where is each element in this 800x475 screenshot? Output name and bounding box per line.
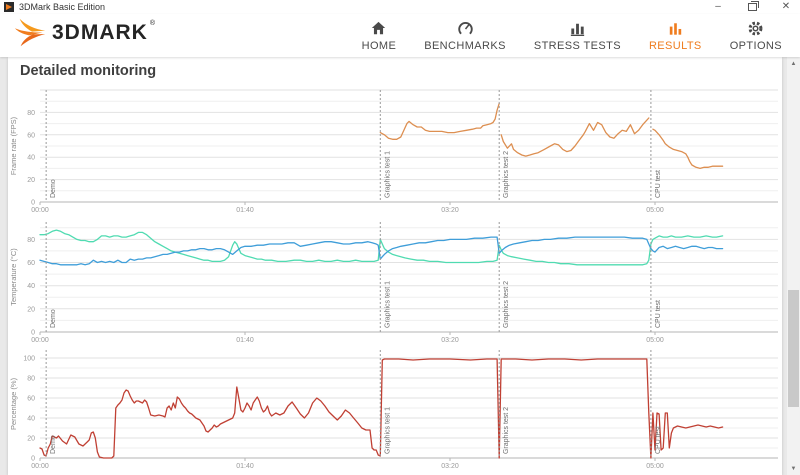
svg-text:CPU test: CPU test (655, 300, 662, 328)
svg-text:80: 80 (27, 237, 35, 244)
nav-item-stress-tests[interactable]: STRESS TESTS (534, 19, 621, 52)
svg-text:CPU test: CPU test (655, 170, 662, 198)
gear-icon (748, 21, 763, 36)
registered-mark: ® (149, 20, 156, 27)
svg-text:100: 100 (23, 356, 35, 363)
logo-text: 3DMARK (52, 21, 148, 44)
svg-text:01:40: 01:40 (236, 463, 254, 470)
svg-text:40: 40 (27, 416, 35, 423)
svg-text:Percentage (%): Percentage (%) (9, 377, 18, 430)
nav-item-options[interactable]: OPTIONS (730, 19, 782, 52)
svg-text:60: 60 (27, 396, 35, 403)
content-area: Detailed monitoring 0 20 40 60 80 00:00 01:40 0… (0, 57, 800, 475)
svg-text:Temperature (°C): Temperature (°C) (9, 248, 18, 306)
scrollbar-thumb[interactable] (788, 290, 799, 407)
svg-text:60: 60 (27, 132, 35, 139)
scroll-down-icon[interactable]: ▼ (790, 465, 797, 472)
restore-icon (747, 1, 759, 11)
svg-text:Graphics test 2: Graphics test 2 (503, 407, 510, 454)
app-icon (4, 2, 14, 12)
nav-item-home[interactable]: HOME (362, 19, 397, 52)
header: 3DMARK ® HOME BENCHMARKS (0, 14, 800, 57)
svg-text:05:00: 05:00 (646, 463, 664, 470)
close-button[interactable]: ✕ (781, 1, 791, 12)
vertical-scrollbar[interactable]: ▲ ▼ (787, 57, 800, 475)
svg-text:0: 0 (31, 456, 35, 463)
main-nav: HOME BENCHMARKS STRESS TESTS (362, 19, 782, 52)
svg-text:Demo: Demo (50, 435, 57, 454)
home-icon (372, 21, 386, 35)
minimize-button[interactable]: – (715, 1, 721, 12)
svg-text:Graphics test 1: Graphics test 1 (384, 281, 391, 328)
svg-text:01:40: 01:40 (236, 207, 254, 214)
nav-item-results[interactable]: RESULTS (649, 19, 702, 52)
svg-text:CPU test: CPU test (655, 426, 662, 454)
frame-rate-chart: 0 20 40 60 80 00:00 01:40 03:20 05:00 Demo Graphic… (9, 89, 778, 214)
svg-text:00:00: 00:00 (31, 207, 49, 214)
svg-text:03:20: 03:20 (441, 463, 459, 470)
bar-chart-icon (570, 23, 585, 37)
svg-text:20: 20 (27, 436, 35, 443)
page-title: Detailed monitoring (20, 63, 157, 79)
3dmark-flame-icon (14, 18, 46, 47)
svg-text:80: 80 (27, 376, 35, 383)
percentage-chart: 0 20 40 60 80 100 00:00 01:40 03:20 05:00 Demo Grap… (9, 350, 778, 470)
3dmark-logo: 3DMARK ® (14, 17, 155, 49)
svg-text:40: 40 (27, 283, 35, 290)
svg-text:05:00: 05:00 (646, 207, 664, 214)
svg-text:00:00: 00:00 (31, 337, 49, 344)
svg-text:20: 20 (27, 177, 35, 184)
svg-text:Demo: Demo (50, 309, 57, 328)
svg-text:0: 0 (31, 330, 35, 337)
bar-chart-icon (669, 23, 682, 35)
scroll-up-icon[interactable]: ▲ (790, 60, 797, 67)
maximize-button[interactable] (746, 1, 759, 13)
title-bar: 3DMark Basic Edition – ✕ (0, 0, 800, 14)
nav-item-benchmarks[interactable]: BENCHMARKS (424, 19, 506, 52)
svg-text:Frame rate (FPS): Frame rate (FPS) (9, 116, 18, 175)
svg-text:05:00: 05:00 (646, 337, 664, 344)
gauge-icon (457, 22, 473, 35)
svg-text:Graphics test 1: Graphics test 1 (384, 407, 391, 454)
svg-text:01:40: 01:40 (236, 337, 254, 344)
svg-text:40: 40 (27, 155, 35, 162)
svg-text:Graphics test 2: Graphics test 2 (503, 281, 510, 328)
svg-text:80: 80 (27, 110, 35, 117)
svg-text:00:00: 00:00 (31, 463, 49, 470)
svg-text:60: 60 (27, 260, 35, 267)
svg-text:0: 0 (31, 200, 35, 207)
svg-text:03:20: 03:20 (441, 207, 459, 214)
temperature-chart: 0 20 40 60 80 00:00 01:40 03:20 05:00 Demo Graphic… (9, 222, 778, 344)
svg-text:Graphics test 1: Graphics test 1 (384, 151, 391, 198)
svg-text:Graphics test 2: Graphics test 2 (503, 151, 510, 198)
svg-text:20: 20 (27, 306, 35, 313)
window-title: 3DMark Basic Edition (19, 2, 106, 12)
svg-text:03:20: 03:20 (441, 337, 459, 344)
svg-text:Demo: Demo (50, 179, 57, 198)
monitoring-card: Detailed monitoring 0 20 40 60 80 00:00 01:40 0… (8, 57, 782, 475)
